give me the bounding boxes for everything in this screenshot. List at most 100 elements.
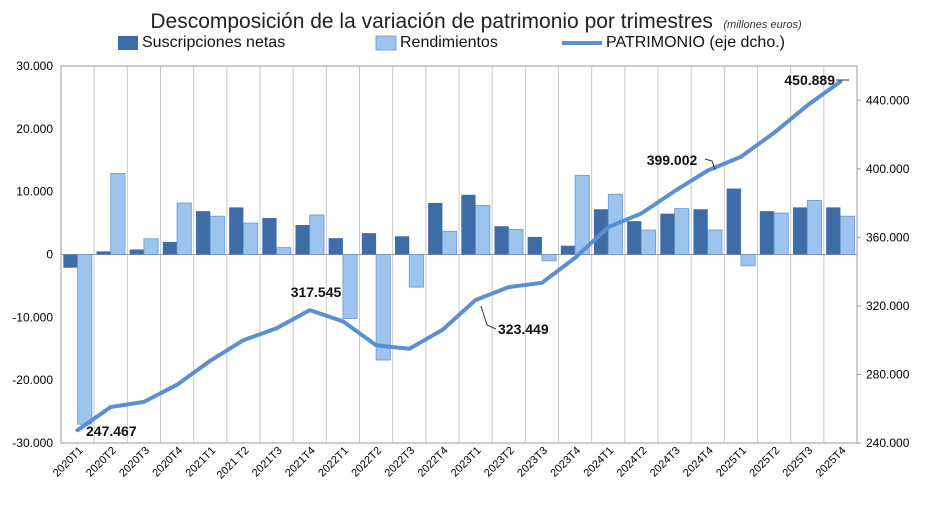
bar-suscripciones	[826, 207, 841, 255]
bar-suscripciones	[162, 241, 178, 255]
plot-area: -30.000 -20.000 -10.000 0 10.000 20.000 30.000…	[12, 59, 909, 482]
y-right-tick-label: 320.000	[866, 299, 910, 313]
y-left-tick-label: 20.000	[16, 122, 53, 136]
legend-item: PATRIMONIO (eje dcho.)	[562, 34, 785, 51]
x-tick-label: 2022T1	[316, 445, 351, 480]
annotation-label: 317.545	[291, 284, 342, 300]
y-left-tick-label: 30.000	[16, 59, 53, 73]
legend-swatch	[375, 35, 397, 51]
x-tick-label: 2022T3	[383, 445, 418, 480]
legend-swatch	[118, 36, 138, 50]
x-tick-label: 2022T4	[416, 445, 451, 480]
x-tick-label: 2024T4	[681, 445, 716, 480]
y-right-tick-label: 280.000	[866, 367, 910, 381]
bar-rendimientos	[442, 230, 458, 255]
bar-suscripciones	[96, 251, 111, 255]
bar-suscripciones	[527, 236, 542, 255]
annotation-label: 399.002	[647, 152, 698, 168]
x-tick-label: 2023T2	[482, 445, 517, 480]
bar-rendimientos	[641, 229, 657, 255]
bar-rendimientos	[707, 229, 723, 255]
chart-subtitle: (millones euros)	[723, 19, 802, 31]
y-left-tick-label: -20.000	[12, 373, 53, 387]
bar-suscripciones	[195, 211, 211, 255]
x-tick-label: 2024T3	[648, 445, 683, 480]
bar-suscripciones	[726, 188, 741, 255]
y-right-tick-label: 240.000	[866, 436, 910, 450]
bar-suscripciones	[328, 238, 343, 255]
x-tick-label: 2020T4	[150, 445, 185, 480]
bar-rendimientos	[806, 200, 822, 255]
x-tick-label: 2020T3	[117, 445, 152, 480]
bar-suscripciones	[494, 226, 509, 255]
bar-rendimientos	[176, 202, 192, 255]
bar-rendimientos	[840, 215, 856, 255]
annotation-label: 450.889	[784, 72, 835, 88]
bar-rendimientos	[77, 254, 93, 425]
bar-suscripciones	[361, 233, 377, 255]
legend-item: Rendimientos	[375, 34, 498, 51]
bar-rendimientos	[674, 208, 690, 255]
bar-suscripciones	[660, 213, 675, 255]
bar-rendimientos	[508, 228, 524, 255]
y-left-tick-label: 0	[46, 248, 53, 262]
x-tick-label: 2021 T2	[215, 445, 252, 482]
y-right-tick-label: 360.000	[866, 230, 910, 244]
x-tick-label: 2023T1	[449, 445, 484, 480]
x-tick-label: 2020T2	[84, 445, 119, 480]
annotation-leader	[704, 158, 716, 171]
x-tick-label: 2023T3	[515, 445, 550, 480]
x-tick-label: 2021T4	[283, 445, 318, 480]
bar-suscripciones	[295, 224, 310, 255]
bar-rendimientos	[574, 174, 590, 255]
bar-suscripciones	[394, 236, 410, 255]
annotation-label: 247.467	[86, 423, 137, 439]
legend-label: PATRIMONIO (eje dcho.)	[606, 34, 785, 51]
legend-item: Suscripciones netas	[118, 34, 285, 51]
bar-suscripciones	[627, 221, 642, 255]
bar-suscripciones	[792, 207, 808, 255]
y-right-tick-label: 440.000	[866, 93, 910, 107]
bar-rendimientos	[342, 254, 358, 319]
bar-rendimientos	[475, 205, 491, 255]
y-left-tick-label: -10.000	[12, 310, 53, 324]
bar-rendimientos	[408, 254, 424, 288]
patrimonio-line	[75, 79, 843, 433]
x-tick-label: 2022T2	[349, 445, 384, 480]
bar-rendimientos	[110, 173, 126, 255]
x-tick-label: 2020T1	[51, 445, 86, 480]
bar-suscripciones	[129, 249, 144, 255]
bar-suscripciones	[560, 245, 576, 255]
y-left-tick-label: -30.000	[12, 436, 53, 450]
bar-rendimientos	[209, 215, 225, 255]
annotation-leader	[480, 305, 497, 330]
y-right-tick-label: 400.000	[866, 162, 910, 176]
bar-rendimientos	[375, 254, 391, 361]
bar-suscripciones	[428, 202, 443, 255]
y-left-tick-label: 10.000	[16, 185, 53, 199]
bar-rendimientos	[276, 247, 292, 255]
x-tick-label: 2023T4	[548, 445, 583, 480]
x-tick-label: 2025T2	[747, 445, 782, 480]
x-tick-label: 2021T1	[184, 445, 219, 480]
bar-rendimientos	[740, 254, 756, 267]
x-tick-label: 2024T2	[615, 445, 650, 480]
x-tick-label: 2025T3	[781, 445, 816, 480]
x-tick-label: 2025T4	[814, 445, 849, 480]
x-tick-label: 2021T3	[250, 445, 285, 480]
chart-title-main: Descomposición de la variación de patrim…	[150, 10, 713, 33]
bar-suscripciones	[229, 207, 244, 255]
bar-rendimientos	[143, 238, 159, 255]
bar-suscripciones	[461, 194, 476, 255]
bar-suscripciones	[63, 254, 78, 268]
legend-label: Suscripciones netas	[142, 34, 285, 51]
bar-rendimientos	[541, 254, 557, 262]
bar-rendimientos	[309, 214, 325, 255]
legend-label: Rendimientos	[400, 34, 498, 51]
annotation-label: 323.449	[498, 321, 549, 337]
bar-suscripciones	[759, 211, 775, 255]
x-tick-label: 2025T1	[714, 445, 749, 480]
bar-suscripciones	[262, 218, 277, 255]
bar-suscripciones	[693, 209, 708, 255]
